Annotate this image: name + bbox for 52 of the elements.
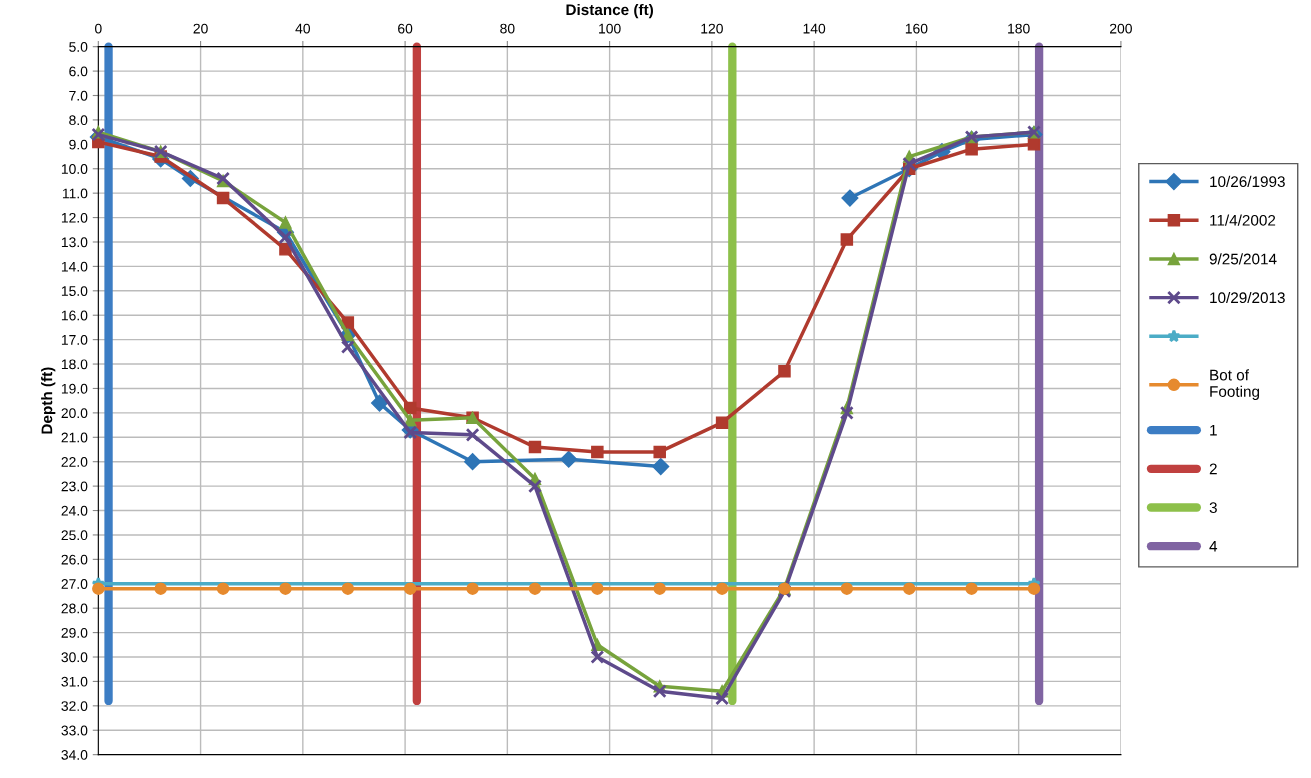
y-tick-label: 7.0 — [69, 90, 88, 101]
x-tick-label: 200 — [1110, 23, 1132, 34]
y-tick-label: 25.0 — [61, 530, 88, 541]
y-tick-label: 26.0 — [61, 554, 88, 565]
y-tick-label: 24.0 — [61, 505, 88, 516]
y-tick-label: 14.0 — [61, 261, 88, 272]
x-axis-title: Distance (ft) — [566, 3, 653, 19]
y-tick-label: 19.0 — [61, 383, 88, 394]
y-tick-label: 8.0 — [69, 115, 88, 126]
y-tick-label: 31.0 — [61, 676, 88, 687]
x-tick-label: 20 — [193, 23, 208, 34]
x-tick-label: 180 — [1008, 23, 1030, 34]
legend-label: 3 — [1209, 502, 1217, 513]
y-tick-label: 23.0 — [61, 481, 88, 492]
x-tick-label: 80 — [500, 23, 515, 34]
y-tick-label: 5.0 — [69, 42, 88, 52]
x-tick-label: 60 — [398, 23, 413, 34]
y-tick-label: 10.0 — [61, 164, 88, 174]
y-tick-label: 6.0 — [69, 66, 88, 77]
y-tick-label: 17.0 — [61, 334, 88, 345]
y-tick-label: 12.0 — [61, 212, 88, 223]
legend-label: 11/4/2002 — [1210, 214, 1276, 226]
y-tick-label: 11.0 — [62, 188, 88, 199]
y-tick-label: 27.0 — [61, 579, 88, 589]
y-tick-label: 21.0 — [61, 432, 88, 443]
legend-label: 4 — [1209, 541, 1218, 552]
x-tick-label: 100 — [599, 23, 621, 34]
y-tick-label: 13.0 — [61, 237, 88, 248]
y-tick-label: 20.0 — [61, 408, 88, 419]
y-tick-label: 16.0 — [61, 310, 88, 321]
legend-label: 2 — [1209, 463, 1217, 475]
y-tick-label: 30.0 — [61, 652, 88, 663]
y-tick-label: 9.0 — [69, 139, 88, 150]
y-tick-label: 33.0 — [61, 725, 88, 736]
y-tick-label: 29.0 — [61, 627, 88, 638]
x-tick-label: 160 — [905, 23, 928, 34]
y-axis-title: Depth (ft) — [41, 367, 56, 434]
y-tick-label: 15.0 — [61, 286, 88, 296]
y-tick-label: 34.0 — [61, 749, 88, 760]
legend-label: 10/26/1993 — [1210, 175, 1285, 188]
y-tick-label: 28.0 — [61, 603, 88, 614]
y-tick-label: 22.0 — [61, 457, 88, 467]
y-tick-label: 18.0 — [61, 359, 88, 370]
legend-label: Bot of Footing — [1210, 369, 1260, 400]
x-tick-label: 140 — [803, 23, 826, 34]
x-tick-label: 120 — [701, 23, 723, 34]
legend-label: 1 — [1210, 424, 1217, 436]
y-tick-label: 32.0 — [61, 701, 88, 711]
x-tick-label: 0 — [95, 23, 102, 34]
legend-label: 9/25/2014 — [1209, 253, 1277, 265]
legend-label: 10/29/2013 — [1210, 291, 1285, 304]
x-tick-label: 40 — [295, 23, 311, 34]
